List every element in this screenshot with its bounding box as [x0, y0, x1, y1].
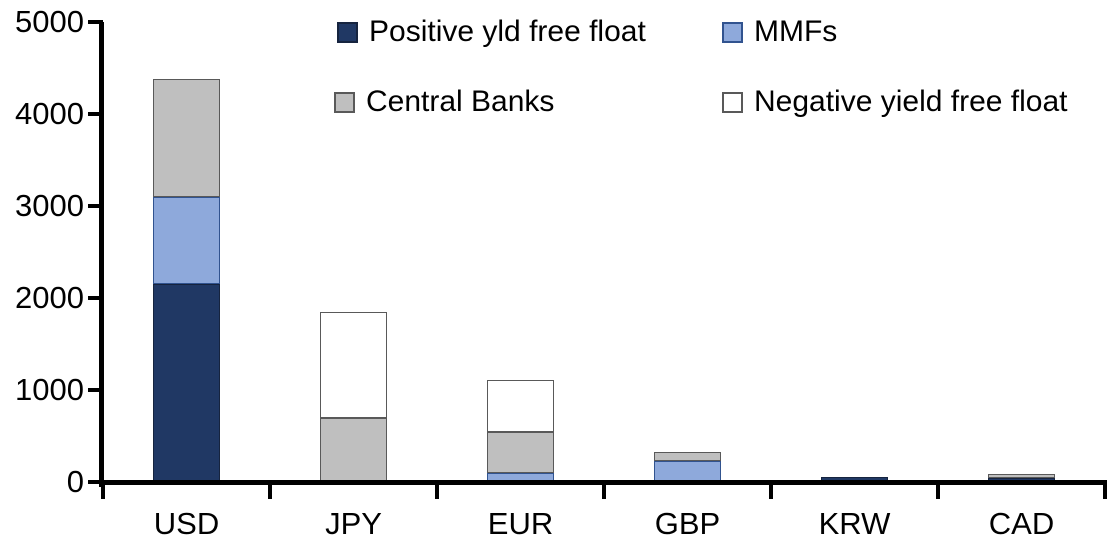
x-category-label-eur: EUR	[487, 506, 554, 541]
bar-segment-jpy-negative-yield-free-float	[320, 311, 387, 418]
x-axis-tick	[435, 482, 439, 499]
y-axis-tick	[88, 480, 103, 484]
x-axis-tick	[936, 482, 940, 499]
x-axis	[99, 480, 1107, 485]
legend-item-positive-yld-free-float: Positive yld free float	[337, 17, 646, 47]
y-axis-tick-label: 2000	[15, 280, 84, 315]
legend-item-mmfs: MMFs	[722, 17, 837, 47]
bar-segment-eur-central-banks	[487, 431, 554, 473]
x-category-label-gbp: GBP	[654, 506, 721, 541]
legend-swatch-central-banks-icon	[334, 91, 355, 113]
y-axis-tick-label: 0	[66, 464, 84, 499]
y-axis-tick	[88, 296, 103, 300]
y-axis-tick-label: 1000	[15, 372, 84, 407]
y-axis-tick	[88, 204, 103, 208]
bar-segment-usd-central-banks	[153, 79, 220, 197]
y-axis-tick-label: 5000	[15, 4, 84, 39]
legend-item-negative-yield-free-float: Negative yield free float	[722, 87, 1068, 117]
bar-segment-usd-positive-yld-free-float	[153, 284, 220, 482]
x-axis-tick	[268, 482, 272, 499]
x-category-label-usd: USD	[153, 506, 220, 541]
bar-segment-gbp-mmfs	[654, 460, 721, 482]
y-axis-tick-label: 4000	[15, 96, 84, 131]
legend-label-central-banks: Central Banks	[366, 85, 555, 118]
legend-label-positive-yld-free-float: Positive yld free float	[369, 15, 646, 48]
bar-segment-gbp-central-banks	[654, 451, 721, 461]
x-axis-tick	[769, 482, 773, 499]
y-axis-tick	[88, 388, 103, 392]
y-axis-tick-label: 3000	[15, 188, 84, 223]
bar-segment-jpy-central-banks	[320, 417, 387, 482]
x-axis-tick	[101, 482, 105, 499]
legend-label-negative-yield-free-float: Negative yield free float	[754, 85, 1068, 118]
bar-segment-usd-mmfs	[153, 196, 220, 285]
x-category-label-jpy: JPY	[325, 506, 382, 541]
legend-swatch-mmfs-icon	[722, 21, 743, 43]
bar-segment-eur-negative-yield-free-float	[487, 379, 554, 432]
x-category-label-krw: KRW	[818, 506, 891, 541]
bar-segment-cad-central-banks	[988, 474, 1055, 478]
legend-item-central-banks: Central Banks	[334, 87, 554, 117]
x-axis-tick	[602, 482, 606, 499]
legend-swatch-negative-yield-free-float-icon	[722, 91, 743, 113]
x-category-label-cad: CAD	[988, 506, 1055, 541]
y-axis-tick	[88, 112, 103, 116]
legend-label-mmfs: MMFs	[754, 15, 838, 48]
y-axis-tick	[88, 20, 103, 24]
y-axis	[99, 22, 104, 487]
x-axis-tick	[1103, 482, 1107, 499]
legend-swatch-positive-yld-free-float-icon	[337, 21, 358, 43]
